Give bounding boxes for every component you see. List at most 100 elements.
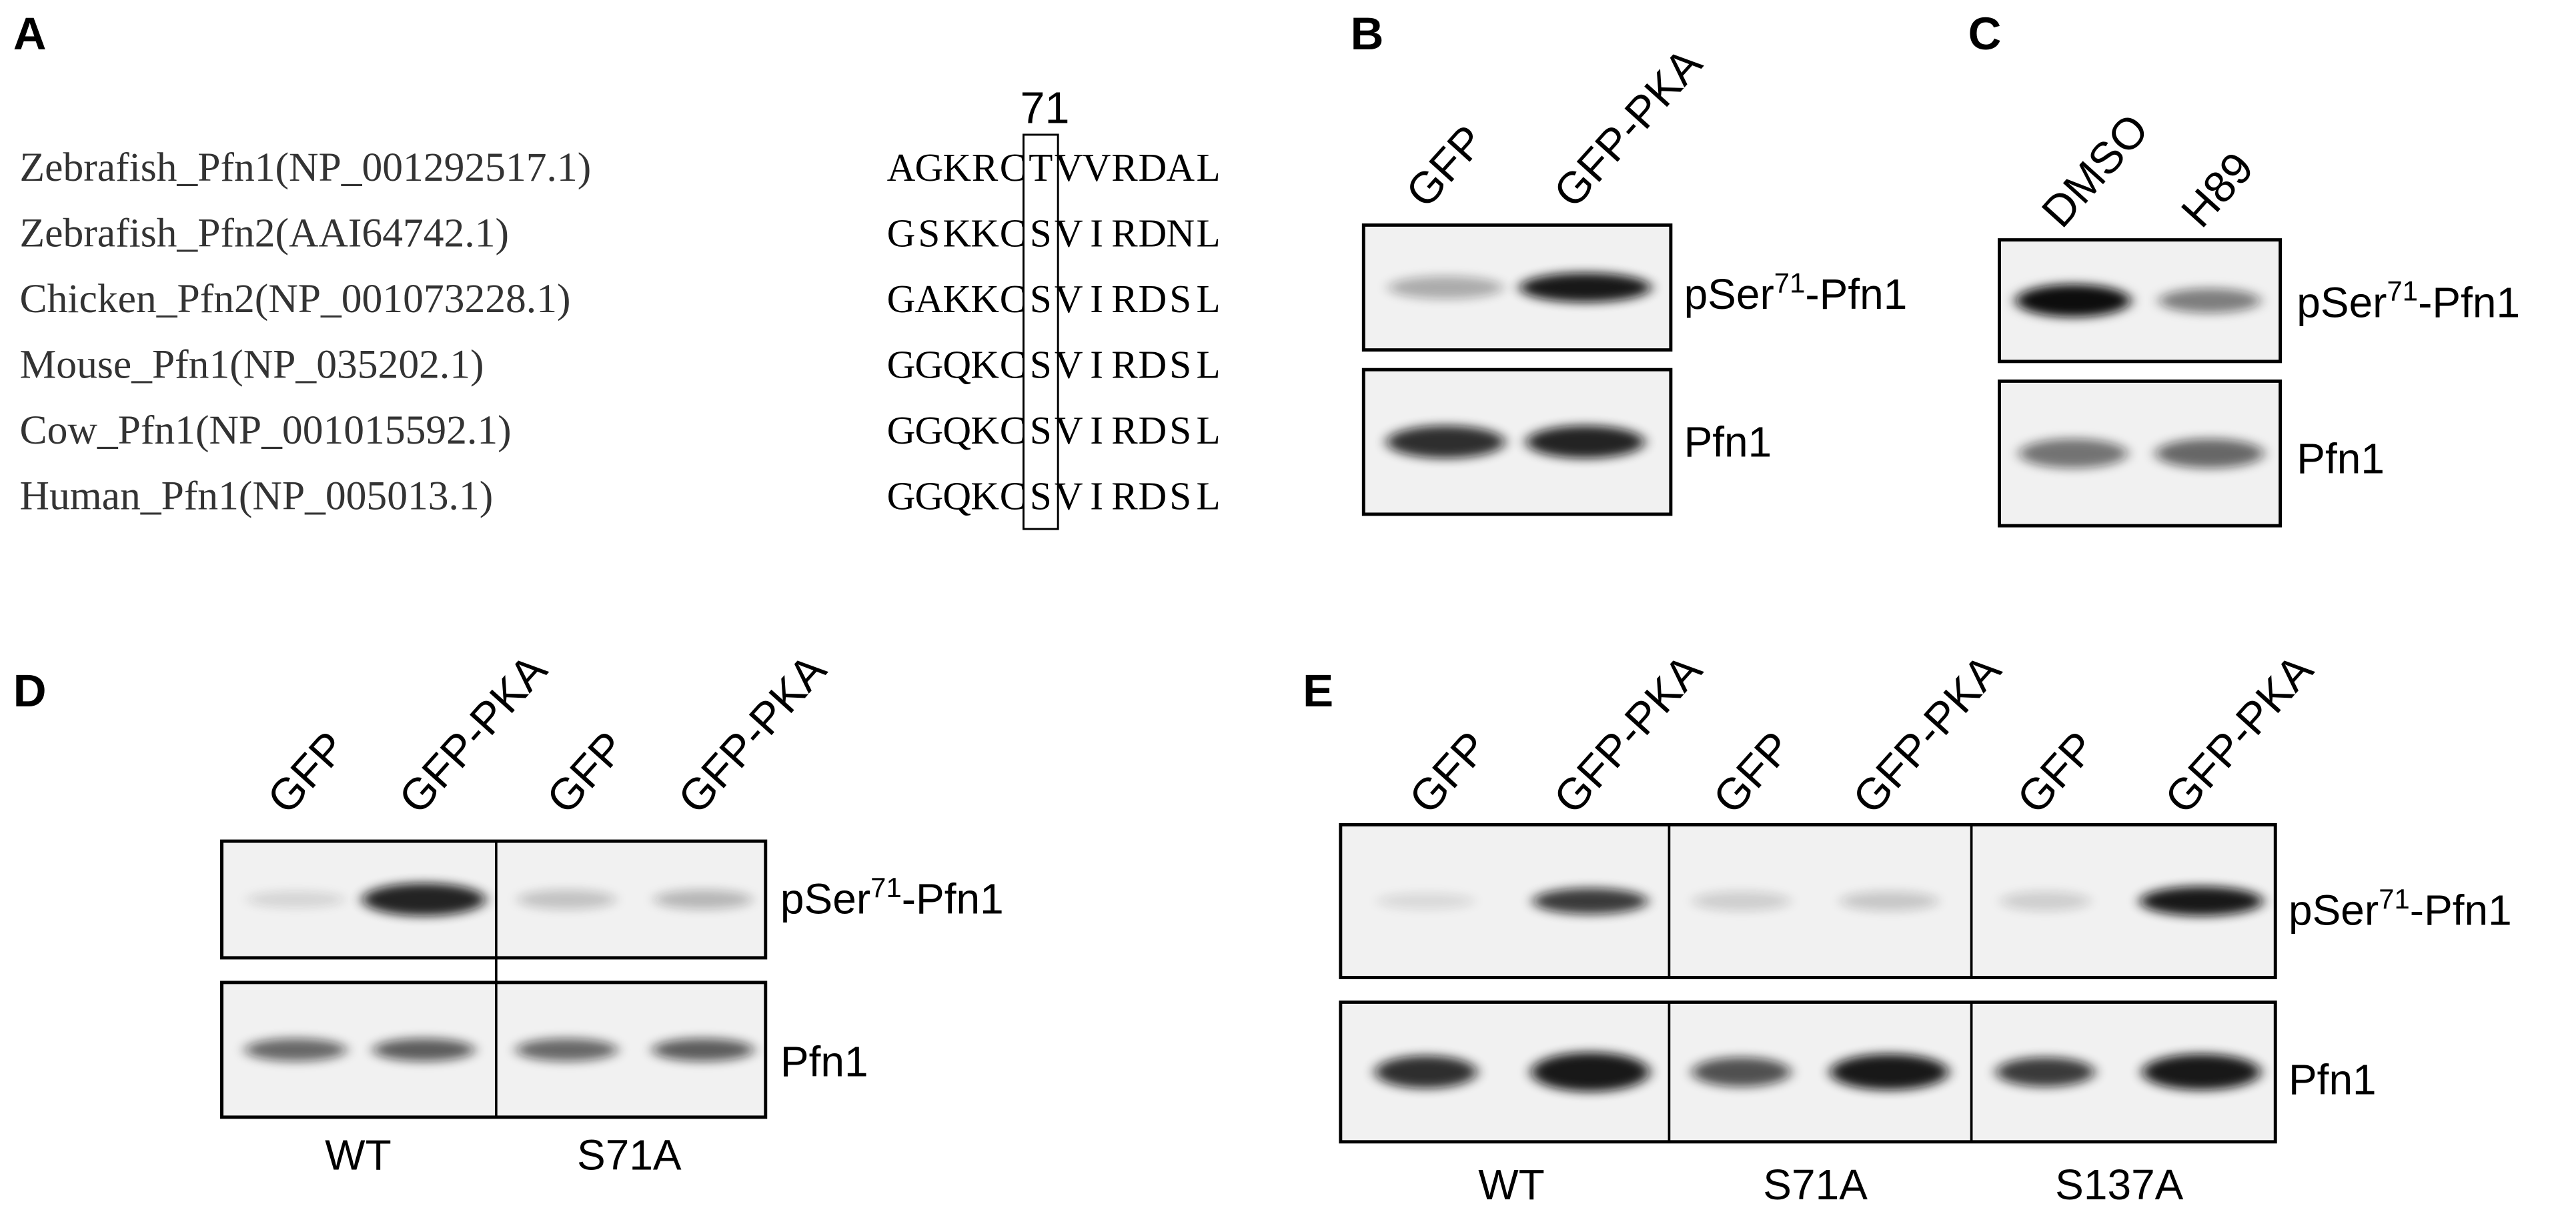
residue: K — [971, 277, 999, 321]
residue: L — [1196, 211, 1220, 255]
panel-label: D — [13, 665, 47, 716]
band — [516, 1038, 618, 1062]
residue: G — [887, 211, 916, 255]
blot-label: Pfn1 — [2297, 434, 2385, 482]
residue: D — [1138, 277, 1167, 321]
band — [1996, 1057, 2095, 1087]
band — [1377, 892, 1475, 910]
blot-label: pSer71-Pfn1 — [2297, 275, 2520, 327]
lane-label: DMSO — [2032, 105, 2158, 237]
blot-label-suffix: -Pfn1 — [2410, 886, 2512, 935]
band — [1386, 425, 1505, 459]
lane-label: GFP-PKA — [1545, 645, 1712, 823]
residue: I — [1090, 474, 1103, 518]
residue: R — [1111, 145, 1138, 189]
residue: K — [971, 342, 999, 386]
residue: R — [1111, 211, 1138, 255]
blot-label-superscript: 71 — [2387, 275, 2419, 307]
sequence-name: Cow_Pfn1(NP_001015592.1) — [20, 408, 512, 453]
residue: G — [914, 408, 943, 452]
sequence-name: Mouse_Pfn1(NP_035202.1) — [20, 342, 484, 387]
residue: A — [887, 145, 916, 189]
blot-label-prefix: pSer — [2297, 278, 2387, 326]
panel-label: E — [1303, 665, 1333, 716]
band — [244, 1038, 347, 1062]
blot-label: pSer71-Pfn1 — [2289, 883, 2512, 935]
band — [2142, 1054, 2261, 1091]
residue: S — [1030, 474, 1052, 518]
residue: C — [1000, 145, 1026, 189]
blot-label-suffix: -Pfn1 — [902, 874, 1004, 923]
residue: A — [1166, 145, 1195, 189]
residue: L — [1196, 277, 1220, 321]
lane-label: GFP-PKA — [669, 645, 836, 823]
band — [1830, 1054, 1949, 1091]
residue: S — [1169, 277, 1191, 321]
blot-label: pSer71-Pfn1 — [1684, 267, 1908, 318]
residue: R — [972, 145, 999, 189]
band — [2000, 891, 2091, 911]
lane-label: GFP-PKA — [1844, 645, 2011, 823]
band — [1375, 1055, 1477, 1089]
residue: S — [1169, 408, 1191, 452]
residue: R — [1111, 474, 1138, 518]
blot-label-superscript: 71 — [870, 872, 902, 903]
band — [652, 1038, 754, 1062]
residue: N — [1166, 211, 1195, 255]
lane-label: GFP-PKA — [1545, 39, 1712, 217]
sequence-name: Human_Pfn1(NP_005013.1) — [20, 474, 494, 519]
residue: D — [1138, 211, 1167, 255]
residue: I — [1090, 277, 1103, 321]
lane-label: GFP — [258, 722, 356, 823]
residue: D — [1138, 145, 1167, 189]
sequence-name: Chicken_Pfn2(NP_001073228.1) — [20, 276, 571, 322]
residue: I — [1090, 342, 1103, 386]
band — [1692, 1057, 1791, 1087]
residue: G — [914, 474, 943, 518]
lane-label: GFP — [2008, 722, 2105, 823]
band — [1519, 272, 1652, 303]
residue: G — [887, 408, 916, 452]
group-label: S137A — [2055, 1161, 2184, 1209]
band — [2016, 284, 2131, 318]
band — [2155, 438, 2265, 468]
residue: R — [1111, 408, 1138, 452]
lane-label: H89 — [2172, 143, 2264, 237]
residue: L — [1196, 408, 1220, 452]
band — [1692, 891, 1791, 911]
residue: K — [942, 277, 971, 321]
residue: S — [1030, 342, 1052, 386]
blot-box — [1339, 822, 2277, 979]
residue: V — [1055, 474, 1083, 518]
residue: S — [1030, 211, 1052, 255]
residue: R — [1111, 277, 1138, 321]
residue: C — [1000, 408, 1026, 452]
blot-label-prefix: pSer — [2289, 886, 2379, 935]
band — [1840, 891, 1939, 911]
lane-label: GFP — [1397, 116, 1494, 217]
blot-label: Pfn1 — [1684, 418, 1772, 466]
group-label: WT — [325, 1131, 392, 1179]
group-label: WT — [1478, 1161, 1545, 1209]
residue: I — [1090, 408, 1103, 452]
residue: Q — [942, 474, 971, 518]
blot-box — [1339, 1000, 2277, 1144]
blot-label: Pfn1 — [2289, 1055, 2377, 1103]
residue: K — [942, 145, 971, 189]
residue: R — [1111, 342, 1138, 386]
band — [2019, 438, 2128, 468]
band — [1531, 1052, 1650, 1092]
lane-label: GFP-PKA — [390, 645, 557, 823]
lane-label: GFP — [1704, 722, 1802, 823]
blot-label: Pfn1 — [780, 1037, 868, 1085]
sequence-name: Zebrafish_Pfn2(AAI64742.1) — [20, 210, 509, 255]
residue: S — [1169, 342, 1191, 386]
residue: K — [971, 211, 999, 255]
blot-label-prefix: pSer — [780, 874, 870, 923]
band — [1526, 425, 1645, 459]
band — [2140, 886, 2263, 917]
residue: L — [1196, 474, 1220, 518]
residue: S — [918, 211, 940, 255]
